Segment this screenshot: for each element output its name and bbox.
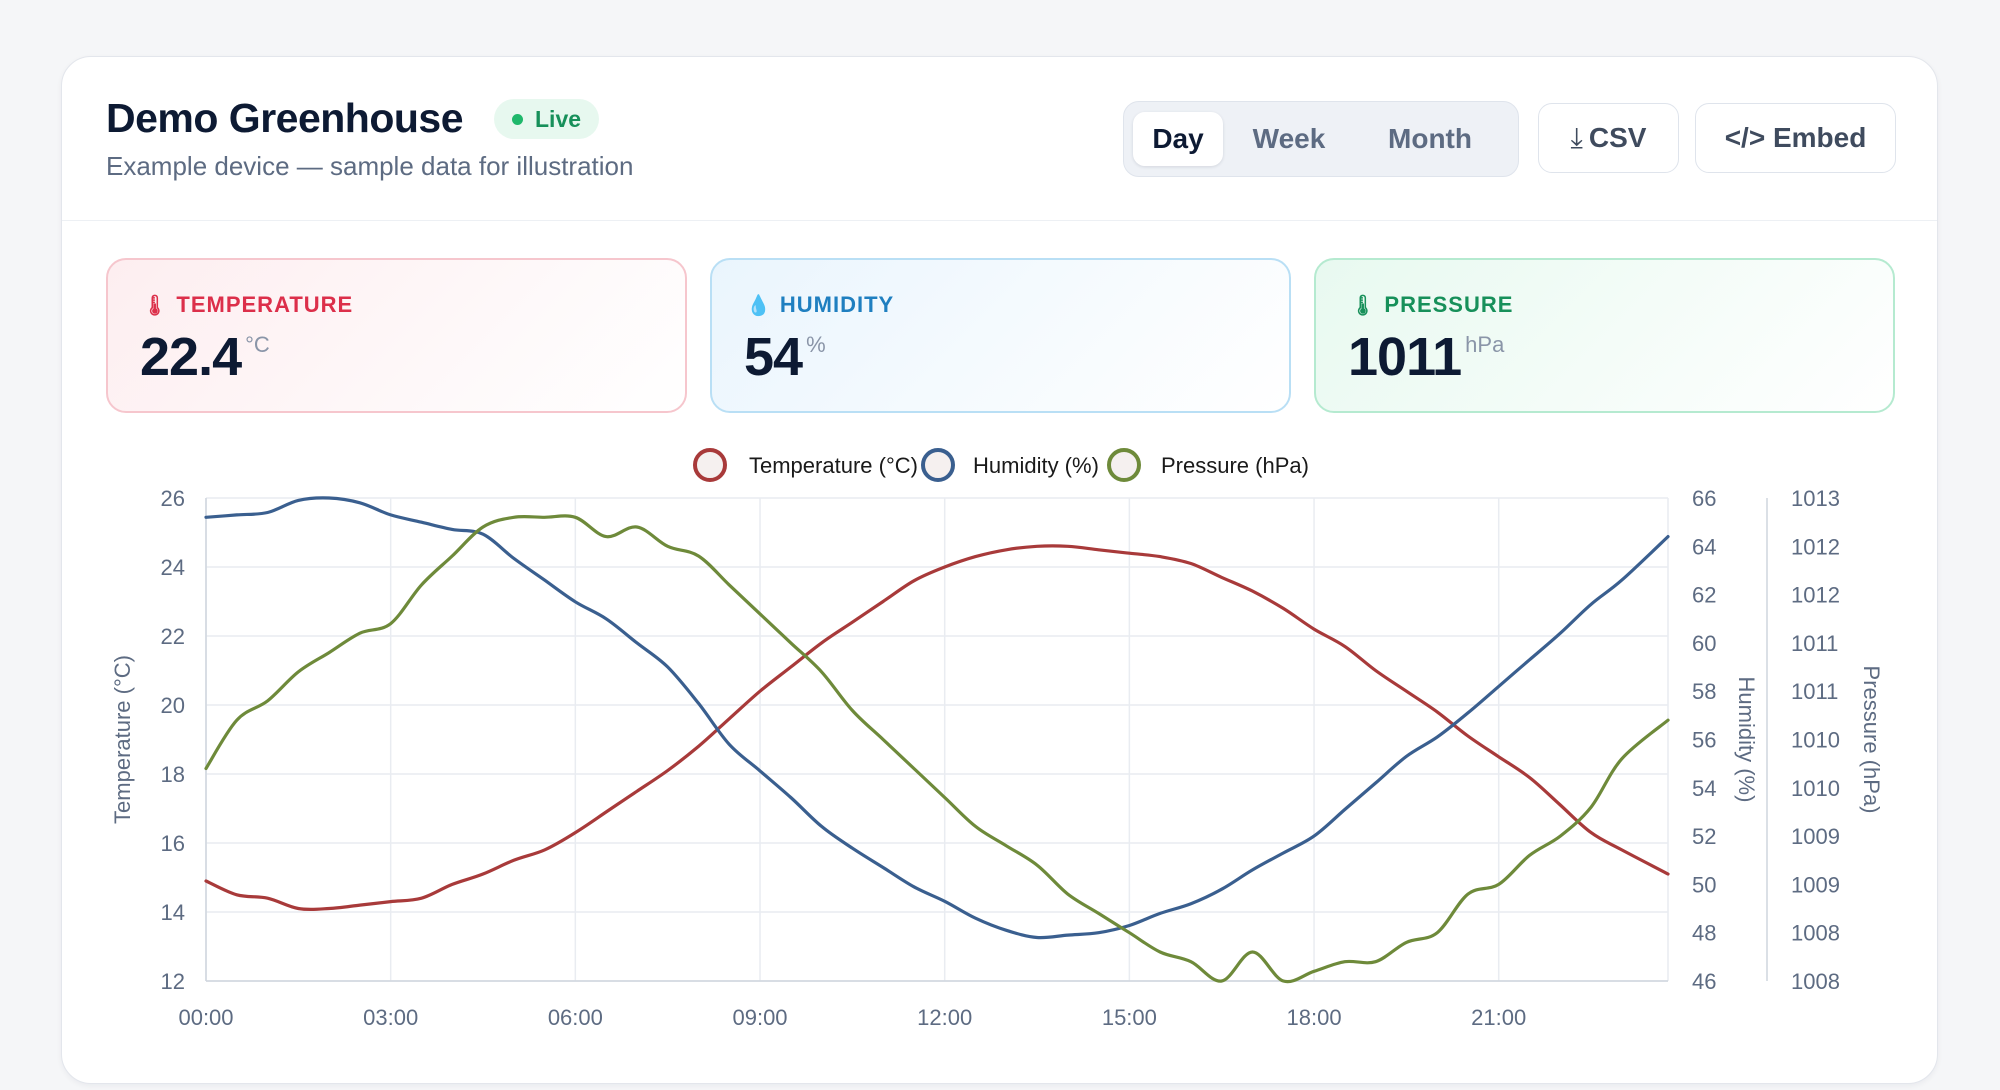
series-line-pressure [204,514,1670,984]
y-right1-tick-label: 66 [1692,486,1716,511]
x-tick-label: 06:00 [548,1005,603,1030]
temperature-value-row: 22.4 °C [140,326,270,388]
y-right2-tick-label: 1008 [1791,921,1840,946]
temperature-card: 🌡 TEMPERATURE 22.4 °C [106,258,687,413]
legend-label: Pressure (hPa) [1161,453,1309,478]
y-left-axis-title: Temperature (°C) [110,655,135,824]
y-left-tick-label: 16 [161,831,185,856]
droplet-icon: 💧 [746,294,772,317]
y-right1-tick-label: 50 [1692,872,1716,897]
embed-button[interactable]: </> Embed [1695,103,1896,173]
card-header: Demo Greenhouse Live Example device — sa… [62,57,1937,221]
x-tick-label: 09:00 [732,1005,787,1030]
gauge-icon: 🌡 [1350,294,1377,317]
y-left-tick-label: 18 [161,762,185,787]
time-range-selector: Day Week Month [1123,101,1519,177]
temperature-label: TEMPERATURE [176,292,354,317]
pressure-value: 1011 [1348,327,1462,387]
y-right2-tick-label: 1011 [1791,679,1838,704]
live-status-badge: Live [494,99,600,139]
y-left-tick-label: 12 [161,969,185,994]
legend-swatch-icon [693,448,727,482]
humidity-value-row: 54 % [744,326,826,388]
live-dot-icon [512,113,523,125]
y-right2-tick-label: 1012 [1791,534,1840,559]
pressure-label-row: 🌡 PRESSURE [1350,292,1513,318]
thermometer-icon: 🌡 [142,294,169,317]
dashboard-card: Demo Greenhouse Live Example device — sa… [61,56,1938,1084]
embed-button-label: </> Embed [1724,122,1867,153]
y-right1-tick-label: 48 [1692,921,1716,946]
temperature-label-row: 🌡 TEMPERATURE [142,292,353,318]
series-line-humidity [204,496,1670,940]
pressure-unit: hPa [1465,332,1505,357]
x-tick-label: 18:00 [1287,1005,1342,1030]
temperature-value: 22.4 [140,327,242,387]
pressure-value-row: 1011 hPa [1348,326,1504,388]
csv-button-label: CSV [1588,122,1647,153]
pressure-card: 🌡 PRESSURE 1011 hPa [1314,258,1895,413]
y-right2-tick-label: 1008 [1791,969,1840,994]
y-right1-tick-label: 58 [1692,679,1716,704]
x-tick-label: 21:00 [1471,1005,1526,1030]
y-right2-tick-label: 1009 [1791,872,1840,897]
x-tick-label: 00:00 [178,1005,233,1030]
y-right1-tick-label: 60 [1692,631,1716,656]
y-right2-axis-title: Pressure (hPa) [1859,666,1884,814]
y-left-tick-label: 14 [161,900,185,925]
legend-label: Temperature (°C) [749,453,918,478]
y-right1-tick-label: 52 [1692,824,1716,849]
download-icon: ⤓ [1570,121,1583,153]
y-right1-tick-label: 56 [1692,728,1716,753]
y-left-tick-label: 26 [161,486,185,511]
y-left-tick-label: 20 [161,693,185,718]
y-right2-tick-label: 1009 [1791,824,1840,849]
legend-swatch-icon [921,448,955,482]
humidity-label-row: 💧 HUMIDITY [746,292,894,318]
csv-export-button[interactable]: ⤓ CSV [1538,103,1679,173]
x-tick-label: 03:00 [363,1005,418,1030]
humidity-unit: % [806,332,826,357]
y-right1-axis-title: Humidity (%) [1734,677,1759,803]
humidity-label: HUMIDITY [779,292,895,317]
y-right2-tick-label: 1010 [1791,776,1840,801]
device-title: Demo Greenhouse [106,95,464,141]
y-right1-tick-label: 64 [1692,534,1716,559]
y-right2-tick-label: 1011 [1791,631,1838,656]
y-right1-tick-label: 46 [1692,969,1716,994]
x-tick-label: 15:00 [1102,1005,1157,1030]
pressure-label: PRESSURE [1384,292,1514,317]
y-left-tick-label: 24 [161,555,185,580]
y-right1-tick-label: 62 [1692,583,1716,608]
legend-swatch-icon [1107,448,1141,482]
temperature-unit: °C [245,332,270,357]
legend-label: Humidity (%) [973,453,1099,478]
tab-day[interactable]: Day [1133,112,1223,166]
humidity-card: 💧 HUMIDITY 54 % [710,258,1291,413]
series-line-temperature [204,544,1670,912]
sensor-line-chart: 26 24 22 20 18 16 14 12 66 64 62 60 58 56 54 52 50 48 46 10… [110,448,1884,1030]
live-status-label: Live [535,105,582,132]
y-right2-tick-label: 1010 [1791,728,1840,753]
device-subtitle: Example device — sample data for illustr… [106,151,634,181]
x-tick-label: 12:00 [917,1005,972,1030]
y-right2-tick-label: 1013 [1791,486,1840,511]
y-right2-tick-label: 1012 [1791,583,1840,608]
y-right1-tick-label: 54 [1692,776,1716,801]
tab-month[interactable]: Month [1388,123,1472,154]
y-left-tick-label: 22 [161,624,185,649]
humidity-value: 54 [744,327,803,387]
tab-week[interactable]: Week [1252,123,1326,154]
